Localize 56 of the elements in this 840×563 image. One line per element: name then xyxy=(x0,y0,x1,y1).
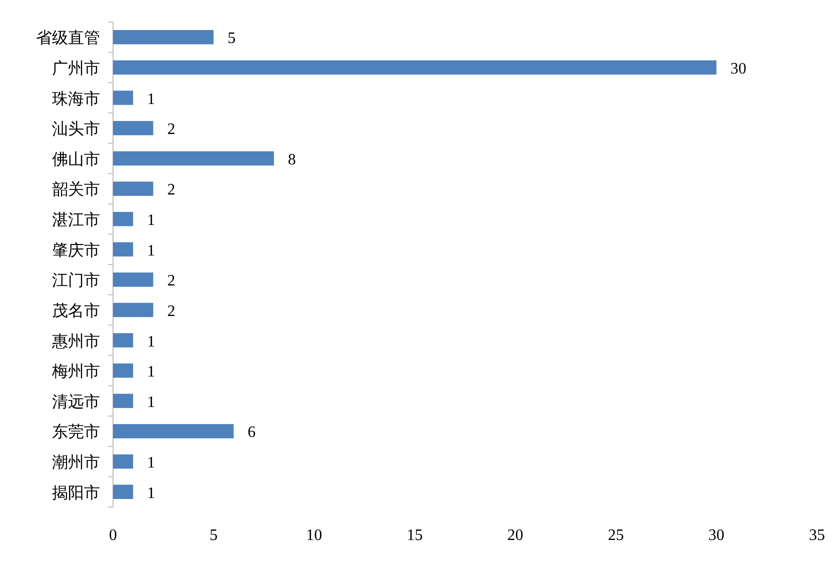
data-label: 1 xyxy=(147,212,156,230)
bar xyxy=(113,242,134,256)
bar xyxy=(113,394,134,408)
data-label: 6 xyxy=(248,424,256,442)
data-label: 1 xyxy=(147,333,156,350)
bar xyxy=(113,424,234,438)
x-tick-label: 15 xyxy=(406,527,423,544)
data-label: 2 xyxy=(167,302,176,320)
data-label: 8 xyxy=(288,151,296,168)
bar xyxy=(113,60,716,75)
data-label: 1 xyxy=(147,90,156,108)
y-tick-label: 潮州市 xyxy=(52,452,100,472)
data-label: 1 xyxy=(147,454,156,472)
y-tick-label: 东莞市 xyxy=(52,422,100,442)
bar xyxy=(113,302,154,318)
data-label: 2 xyxy=(167,121,176,138)
bar xyxy=(113,120,154,136)
bar xyxy=(113,363,134,378)
y-tick-label: 广州市 xyxy=(52,58,100,78)
x-tick-label: 30 xyxy=(708,527,724,544)
y-tick-label: 佛山市 xyxy=(52,149,100,168)
x-tick-label: 0 xyxy=(109,527,117,544)
bar xyxy=(113,333,134,348)
y-tick-label: 揭阳市 xyxy=(52,482,100,502)
y-tick-label: 汕头市 xyxy=(52,119,100,138)
bar xyxy=(113,212,134,226)
x-tick-label: 20 xyxy=(507,527,524,544)
y-tick-label: 惠州市 xyxy=(51,331,100,350)
y-tick-label: 湛江市 xyxy=(52,210,100,230)
bar xyxy=(113,90,134,105)
bar xyxy=(113,182,154,196)
y-tick-label: 珠海市 xyxy=(52,88,100,108)
bar xyxy=(113,30,214,44)
y-tick-label: 清远市 xyxy=(52,392,100,411)
x-tick-label: 5 xyxy=(210,527,218,544)
data-label: 1 xyxy=(147,394,156,411)
y-tick-label: 江门市 xyxy=(52,270,100,290)
data-label: 2 xyxy=(167,272,176,290)
data-label: 1 xyxy=(147,364,156,381)
x-tick-label: 35 xyxy=(809,527,825,544)
y-tick-label: 韶关市 xyxy=(52,180,100,199)
y-tick-label: 茂名市 xyxy=(52,300,100,320)
data-label: 5 xyxy=(228,30,236,48)
bar xyxy=(113,151,274,166)
bar xyxy=(113,484,134,499)
data-label: 2 xyxy=(167,182,176,199)
x-tick-label: 10 xyxy=(306,527,322,544)
y-tick-label: 省级直管 xyxy=(36,28,100,48)
data-label: 30 xyxy=(730,60,746,78)
y-tick-label: 梅州市 xyxy=(51,362,100,381)
bar xyxy=(113,454,134,469)
data-label: 1 xyxy=(147,484,156,502)
y-tick-label: 肇庆市 xyxy=(52,240,100,260)
x-tick-label: 25 xyxy=(608,527,624,544)
data-label: 1 xyxy=(147,242,156,260)
bar xyxy=(113,272,154,287)
